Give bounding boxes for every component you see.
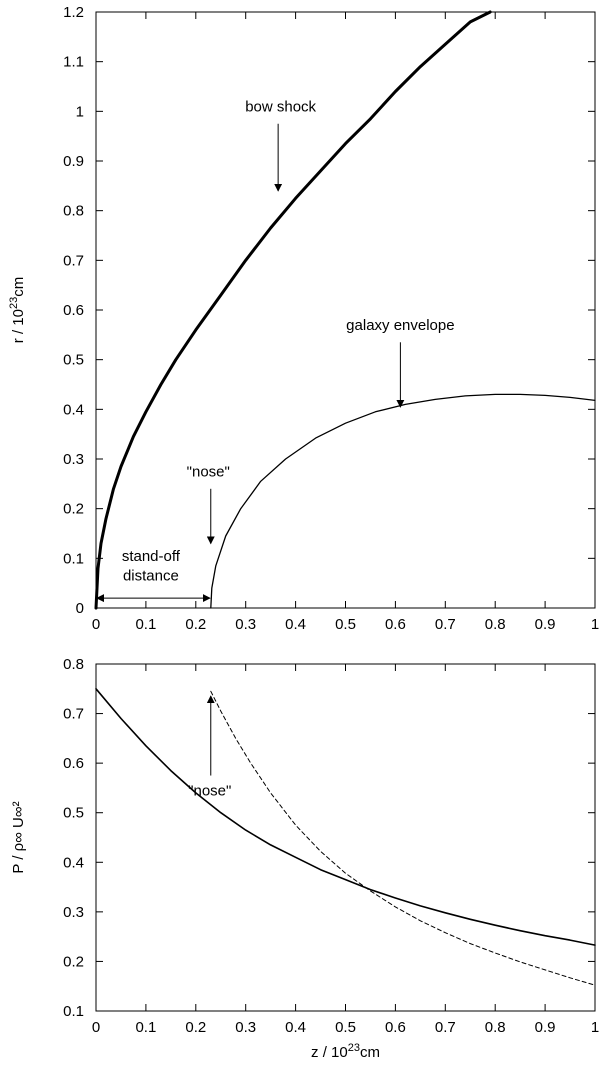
plot-frame	[95, 663, 596, 1012]
x-tick-label: 0.1	[135, 616, 156, 633]
x-tick-label: 0.7	[435, 1019, 456, 1036]
annotation-label: bow shock	[245, 98, 316, 115]
y-tick-label: 1.2	[63, 4, 84, 21]
y-tick-label: 0.2	[63, 501, 84, 518]
x-tick-label: 0.6	[385, 1019, 406, 1036]
y-tick-label: 0	[76, 600, 84, 617]
y-tick-label: 1.1	[63, 54, 84, 71]
annotation-label: galaxy envelope	[346, 317, 454, 334]
x-tick-label: 0.8	[485, 1019, 506, 1036]
x-tick-label: 0.3	[235, 1019, 256, 1036]
x-tick-label: 0.6	[385, 616, 406, 633]
y-tick-label: 0.6	[63, 755, 84, 772]
y-tick-label: 0.4	[63, 401, 84, 418]
y-tick-label: 0.4	[63, 854, 84, 871]
plot-frame	[95, 11, 596, 609]
series-line-1	[94, 10, 492, 610]
y-tick-label: 0.3	[63, 904, 84, 921]
y-tick-label: 0.5	[63, 352, 84, 369]
x-tick-label: 0.3	[235, 616, 256, 633]
standoff-label: distance	[123, 568, 179, 585]
x-tick-label: 0	[92, 1019, 100, 1036]
x-tick-label: 0	[92, 616, 100, 633]
y-axis-label: r / 1023cm	[8, 277, 27, 343]
x-tick-label: 0.7	[435, 616, 456, 633]
bottom-panel-chart: 0 0.1 0.2 0.3 0.4 0.5 0.6 0.7 0.8 0.9 1 0.1 0.2 0.3 0.…	[10, 656, 599, 1061]
top-panel-chart: 0 0.1 0.2 0.3 0.4 0.5 0.6 0.7 0.8 0.9 1 0 0.1 0.2 0.3 0…	[8, 4, 599, 633]
y-tick-label: 0.9	[63, 153, 84, 170]
annotation-label: "nose"	[187, 463, 230, 480]
y-tick-label: 1	[76, 103, 84, 120]
x-tick-label: 1	[591, 1019, 599, 1036]
x-tick-label: 0.4	[285, 616, 306, 633]
series-line-2	[210, 690, 596, 986]
x-tick-label: 0.5	[335, 616, 356, 633]
y-tick-label: 0.7	[63, 252, 84, 269]
annotation-label: "nose"	[188, 782, 231, 799]
y-tick-label: 0.7	[63, 706, 84, 723]
y-tick-label: 0.1	[63, 1003, 84, 1020]
y-tick-label: 0.8	[63, 203, 84, 220]
y-tick-label: 0.8	[63, 656, 84, 673]
standoff-label: stand-off	[122, 548, 181, 565]
x-axis-label: z / 1023cm	[311, 1042, 380, 1061]
x-tick-label: 0.5	[335, 1019, 356, 1036]
y-tick-label: 0.3	[63, 451, 84, 468]
x-tick-label: 0.9	[535, 616, 556, 633]
y-tick-label: 0.1	[63, 550, 84, 567]
x-tick-label: 0.8	[485, 616, 506, 633]
y-tick-label: 0.6	[63, 302, 84, 319]
series-line-1	[95, 687, 596, 946]
x-tick-label: 0.2	[185, 616, 206, 633]
series-line-2	[210, 393, 596, 609]
x-tick-label: 0.4	[285, 1019, 306, 1036]
x-tick-label: 1	[591, 616, 599, 633]
y-tick-label: 0.2	[63, 953, 84, 970]
x-tick-label: 0.9	[535, 1019, 556, 1036]
y-axis-label: P / ρ∞ U∞²	[10, 801, 27, 873]
x-tick-label: 0.1	[135, 1019, 156, 1036]
y-tick-label: 0.5	[63, 805, 84, 822]
x-tick-label: 0.2	[185, 1019, 206, 1036]
